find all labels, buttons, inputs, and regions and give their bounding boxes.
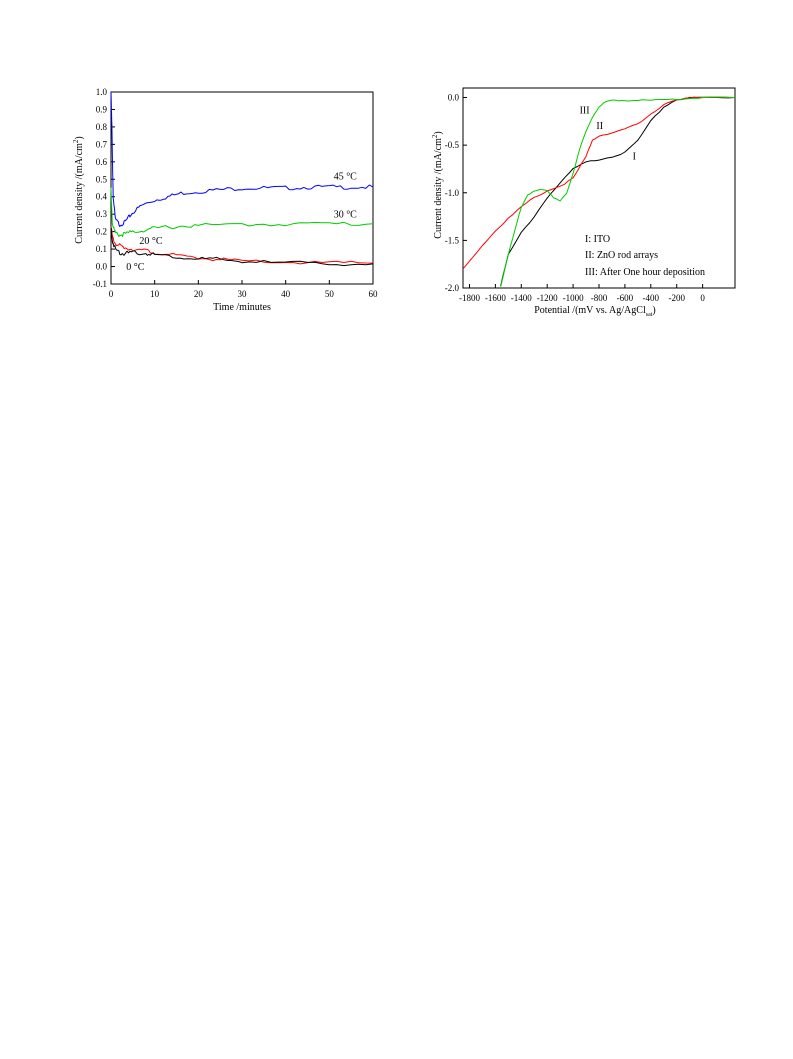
y-axis-label-close: ) [74,136,85,139]
annotations: 45 °C 30 °C 20 °C 0 °C [126,171,357,273]
x-tick-label: -800 [591,293,608,303]
x-tick-label: -1600 [485,293,506,303]
y-tick-label: 0.9 [96,104,108,114]
series-line-3 [110,227,374,267]
y-axis-label-main: Current density /(mA/cm [74,143,85,244]
x-tick-label: -1400 [511,293,532,303]
x-tick-label: 0 [109,289,114,299]
annotation-label-1: II [596,121,603,132]
x-tick-label: -1200 [537,293,558,303]
series-line-1 [462,96,736,270]
y-axis-label: Current density /(mA/cm2) [72,136,85,243]
y-tick-label: 0.1 [96,244,107,254]
chart-right: -1800 -1600 -1400 -1200 -1000 -800 -600 -400 -20… [400,0,793,350]
y-axis-label-main: Current density /(mA/cm [433,138,444,239]
y-axis-label: Current density /(mA/cm2) [431,131,444,238]
y-tick-label: 1.0 [96,87,108,97]
x-tick-label: 0 [700,293,705,303]
axis-ticks: -1800 -1600 -1400 -1200 -1000 -800 -600 -400 -20… [445,93,706,303]
x-axis-label-main: Potential /(mV vs. Ag/AgCl [534,305,646,316]
y-axis-label-close: ) [433,131,444,134]
series-line-2 [500,96,736,287]
y-tick-label: 0.4 [96,192,108,202]
annotation-label-0: 45 °C [334,171,357,182]
annotation-label-3: 0 °C [126,262,144,273]
x-tick-label: -400 [643,293,660,303]
y-tick-label: 0.0 [96,262,108,272]
y-tick-label: -1.0 [445,188,460,198]
y-axis-label-sup: 2 [72,139,80,143]
x-tick-label: -1800 [459,293,480,303]
x-tick-label: -1000 [563,293,584,303]
x-tick-label: -600 [617,293,634,303]
series-line-0 [110,91,374,227]
x-axis-label: Time /minutes [213,302,271,313]
y-tick-label: 0.2 [96,227,107,237]
y-tick-label: 0.7 [96,139,108,149]
legend-item-after-deposition: III: After One hour deposition [585,267,705,278]
annotation-label-2: I [633,151,636,162]
chart-left: 0 10 20 30 40 50 60 -0.1 0.0 0.1 0.2 0.3 0.4 0.5 0.6 0.… [0,0,400,335]
legend-item-zno: II: ZnO rod arrays [585,250,658,261]
x-tick-label: 40 [281,289,291,299]
y-tick-label: 0.0 [448,93,460,103]
y-tick-label: -1.5 [445,235,460,245]
annotation-label-0: III [580,106,590,117]
series-line-1 [110,187,374,237]
x-axis-label-sub: sat [646,312,653,318]
x-tick-label: 50 [325,289,335,299]
x-tick-label: 60 [369,289,379,299]
y-tick-label: -0.1 [93,279,107,289]
x-axis-label-close: ) [652,305,655,316]
series-group [462,96,736,287]
legend: I: ITO II: ZnO rod arrays III: After One… [585,234,705,278]
series-group [110,91,374,267]
x-tick-label: 10 [150,289,160,299]
y-axis-label-sup: 2 [431,134,439,138]
annotation-label-1: 30 °C [334,210,357,221]
annotation-label-2: 20 °C [139,236,162,247]
x-tick-label: -200 [668,293,685,303]
y-tick-label: 0.3 [96,209,108,219]
y-tick-label: 0.6 [96,157,108,167]
y-tick-label: 0.5 [96,174,108,184]
legend-item-ito: I: ITO [585,234,610,245]
x-axis-label: Potential /(mV vs. Ag/AgClsat) [534,305,656,318]
current-time-chart: 0 10 20 30 40 50 60 -0.1 0.0 0.1 0.2 0.3 0.4 0.5 0.6 0.… [72,87,379,313]
y-tick-label: -2.0 [445,283,460,293]
x-tick-label: 20 [194,289,204,299]
y-tick-label: -0.5 [445,140,460,150]
y-tick-label: 0.8 [96,122,108,132]
current-potential-chart: -1800 -1600 -1400 -1200 -1000 -800 -600 -400 -20… [431,87,736,318]
x-tick-label: 30 [238,289,248,299]
